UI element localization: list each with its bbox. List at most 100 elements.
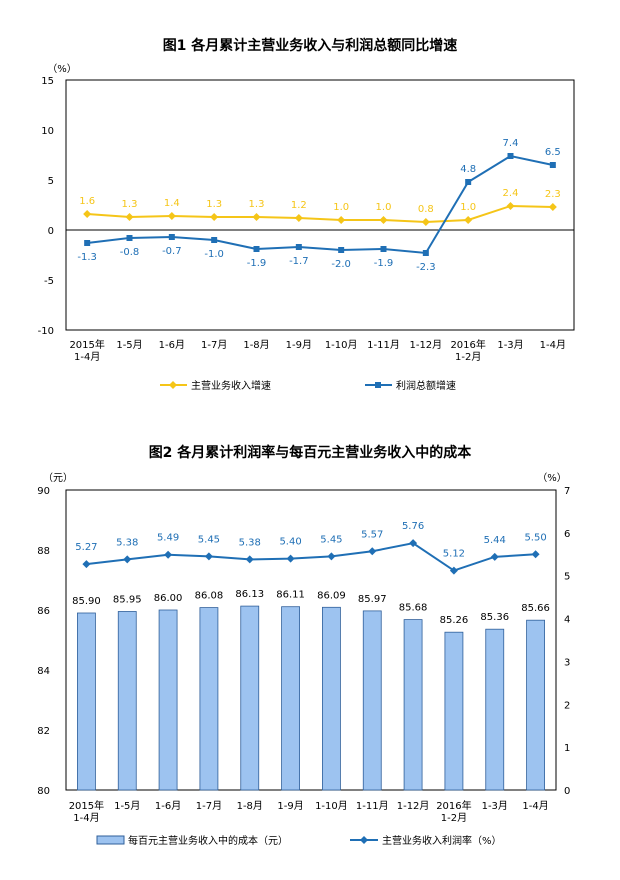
chart2-y-left-tick-label: 82 xyxy=(37,726,50,737)
chart1-legend-marker-0 xyxy=(169,381,177,389)
chart2-bar xyxy=(444,631,464,791)
chart1-point xyxy=(125,213,134,221)
chart1-x-tick-label: 1-5月 xyxy=(116,339,142,351)
chart1-data-label: -0.7 xyxy=(162,246,182,257)
chart1-data-label: 2.3 xyxy=(545,189,561,200)
chart1-plot-frame xyxy=(65,79,575,331)
chart1-point xyxy=(548,203,557,211)
chart2-bar xyxy=(322,606,341,791)
chart2-y-left-tick-label: 90 xyxy=(37,486,50,497)
chart1-data-label: 1.4 xyxy=(164,198,180,209)
chart2-x-tick-label: 1-10月 xyxy=(315,800,348,812)
chart1-data-label: -1.3 xyxy=(77,252,97,263)
chart2-bar-label: 85.68 xyxy=(399,603,428,614)
chart1-point xyxy=(167,212,176,220)
chart1-point xyxy=(168,234,175,240)
chart2-x-tick-label: 2015年 xyxy=(69,799,104,812)
chart1-y-tick-label: -10 xyxy=(38,326,54,337)
chart1-point xyxy=(464,216,473,224)
chart1-data-label: 1.6 xyxy=(79,196,95,207)
chart1-point xyxy=(253,246,260,252)
chart1-point xyxy=(506,202,515,210)
chart1-point xyxy=(295,244,302,250)
chart2-rate-point xyxy=(164,550,173,559)
chart2-bar xyxy=(77,612,96,791)
chart1-x-tick-label: 1-6月 xyxy=(159,339,185,351)
chart1-point xyxy=(380,246,387,252)
chart1-data-label: 1.3 xyxy=(122,199,138,210)
chart2-y-right-tick-label: 1 xyxy=(564,743,570,754)
chart1-y-tick-label: 15 xyxy=(41,76,54,87)
chart2-rate-point xyxy=(286,554,295,563)
chart2-y-right-tick-label: 5 xyxy=(564,572,570,583)
chart1-data-label: -2.0 xyxy=(331,259,351,270)
chart1-data-label: -0.8 xyxy=(120,247,140,258)
chart1-x-tick-label: 1-10月 xyxy=(325,339,358,351)
chart1-y-tick-label: 10 xyxy=(41,126,54,137)
chart2-rate-point xyxy=(327,552,336,561)
chart2-x-tick-label: 1-4月 xyxy=(522,800,548,812)
chart1-point xyxy=(507,153,514,159)
chart2-bar-label: 85.95 xyxy=(113,595,142,606)
chart2-title: 图2 各月累计利润率与每百元主营业务收入中的成本 xyxy=(149,444,473,461)
chart1-legend-label: 主营业务收入增速 xyxy=(191,379,271,392)
chart2-bar-label: 85.36 xyxy=(480,612,509,623)
chart1-data-label: 4.8 xyxy=(460,164,476,175)
chart1-x-tick-label: 1-2月 xyxy=(455,351,481,363)
chart1-data-label: -1.9 xyxy=(374,258,394,269)
chart2-x-tick-label: 2016年 xyxy=(436,799,471,812)
chart1-x-tick-label: 1-7月 xyxy=(201,339,227,351)
chart2-x-tick-label: 1-12月 xyxy=(397,800,430,812)
chart2-rate-point xyxy=(368,547,377,556)
chart2-y-right-tick-label: 6 xyxy=(564,529,570,540)
chart2-legend-bar-swatch xyxy=(96,835,125,845)
chart2-bar-label: 85.66 xyxy=(521,603,550,614)
chart1-point xyxy=(337,216,346,224)
chart1-x-tick-label: 1-12月 xyxy=(409,339,442,351)
chart2-y-right-tick-label: 0 xyxy=(564,786,570,797)
chart2-bar xyxy=(485,628,505,791)
chart1-x-tick-label: 1-4月 xyxy=(540,339,566,351)
chart1-title: 图1 各月累计主营业务收入与利润总额同比增速 xyxy=(163,37,458,54)
chart1-point xyxy=(294,214,303,222)
chart1-data-label: -1.7 xyxy=(289,256,309,267)
chart2-bar xyxy=(281,606,300,791)
chart2-rate-point xyxy=(531,550,540,559)
chart1-point xyxy=(549,162,556,168)
chart2-bar-label: 85.26 xyxy=(440,615,469,626)
chart2-rate-label: 5.76 xyxy=(402,521,424,532)
chart2-x-tick-label: 1-4月 xyxy=(73,812,99,824)
chart2-x-tick-label: 1-9月 xyxy=(277,800,303,812)
chart2-rate-label: 5.38 xyxy=(116,537,138,548)
chart2-x-tick-label: 1-11月 xyxy=(356,800,389,812)
chart2-bar xyxy=(362,610,382,791)
chart1-point xyxy=(421,218,430,226)
chart2-x-tick-label: 1-7月 xyxy=(196,800,222,812)
chart2-x-tick-label: 1-8月 xyxy=(237,800,263,812)
chart1-point xyxy=(465,179,472,185)
chart2-bar-label: 86.08 xyxy=(195,591,224,602)
chart2-bar-label: 86.09 xyxy=(317,590,346,601)
chart2-bar xyxy=(240,605,260,791)
chart2-rate-label: 5.38 xyxy=(239,537,261,548)
chart2-y-left-tick-label: 88 xyxy=(37,546,50,557)
chart2-rate-point xyxy=(449,566,458,575)
chart2-rate-point xyxy=(204,552,213,561)
chart2-y-left-unit: （元） xyxy=(43,472,73,484)
chart1-series-line-1 xyxy=(87,154,554,255)
chart2-bar xyxy=(117,611,137,791)
chart1-point xyxy=(210,213,219,221)
chart2-rate-label: 5.40 xyxy=(279,537,301,548)
chart2-rate-label: 5.50 xyxy=(524,532,546,543)
chart1-data-label: 1.3 xyxy=(206,199,222,210)
chart1-x-tick-label: 2016年 xyxy=(450,338,485,351)
chart1-data-label: 1.0 xyxy=(460,202,476,213)
chart1-data-label: -1.0 xyxy=(204,249,224,260)
chart2-bar xyxy=(526,619,545,791)
chart1-y-tick-label: -5 xyxy=(44,276,54,287)
chart2-y-right-tick-label: 7 xyxy=(564,486,570,497)
chart1-data-label: 0.8 xyxy=(418,204,434,215)
chart1-data-label: 6.5 xyxy=(545,147,561,158)
chart2-rate-point xyxy=(409,539,418,548)
